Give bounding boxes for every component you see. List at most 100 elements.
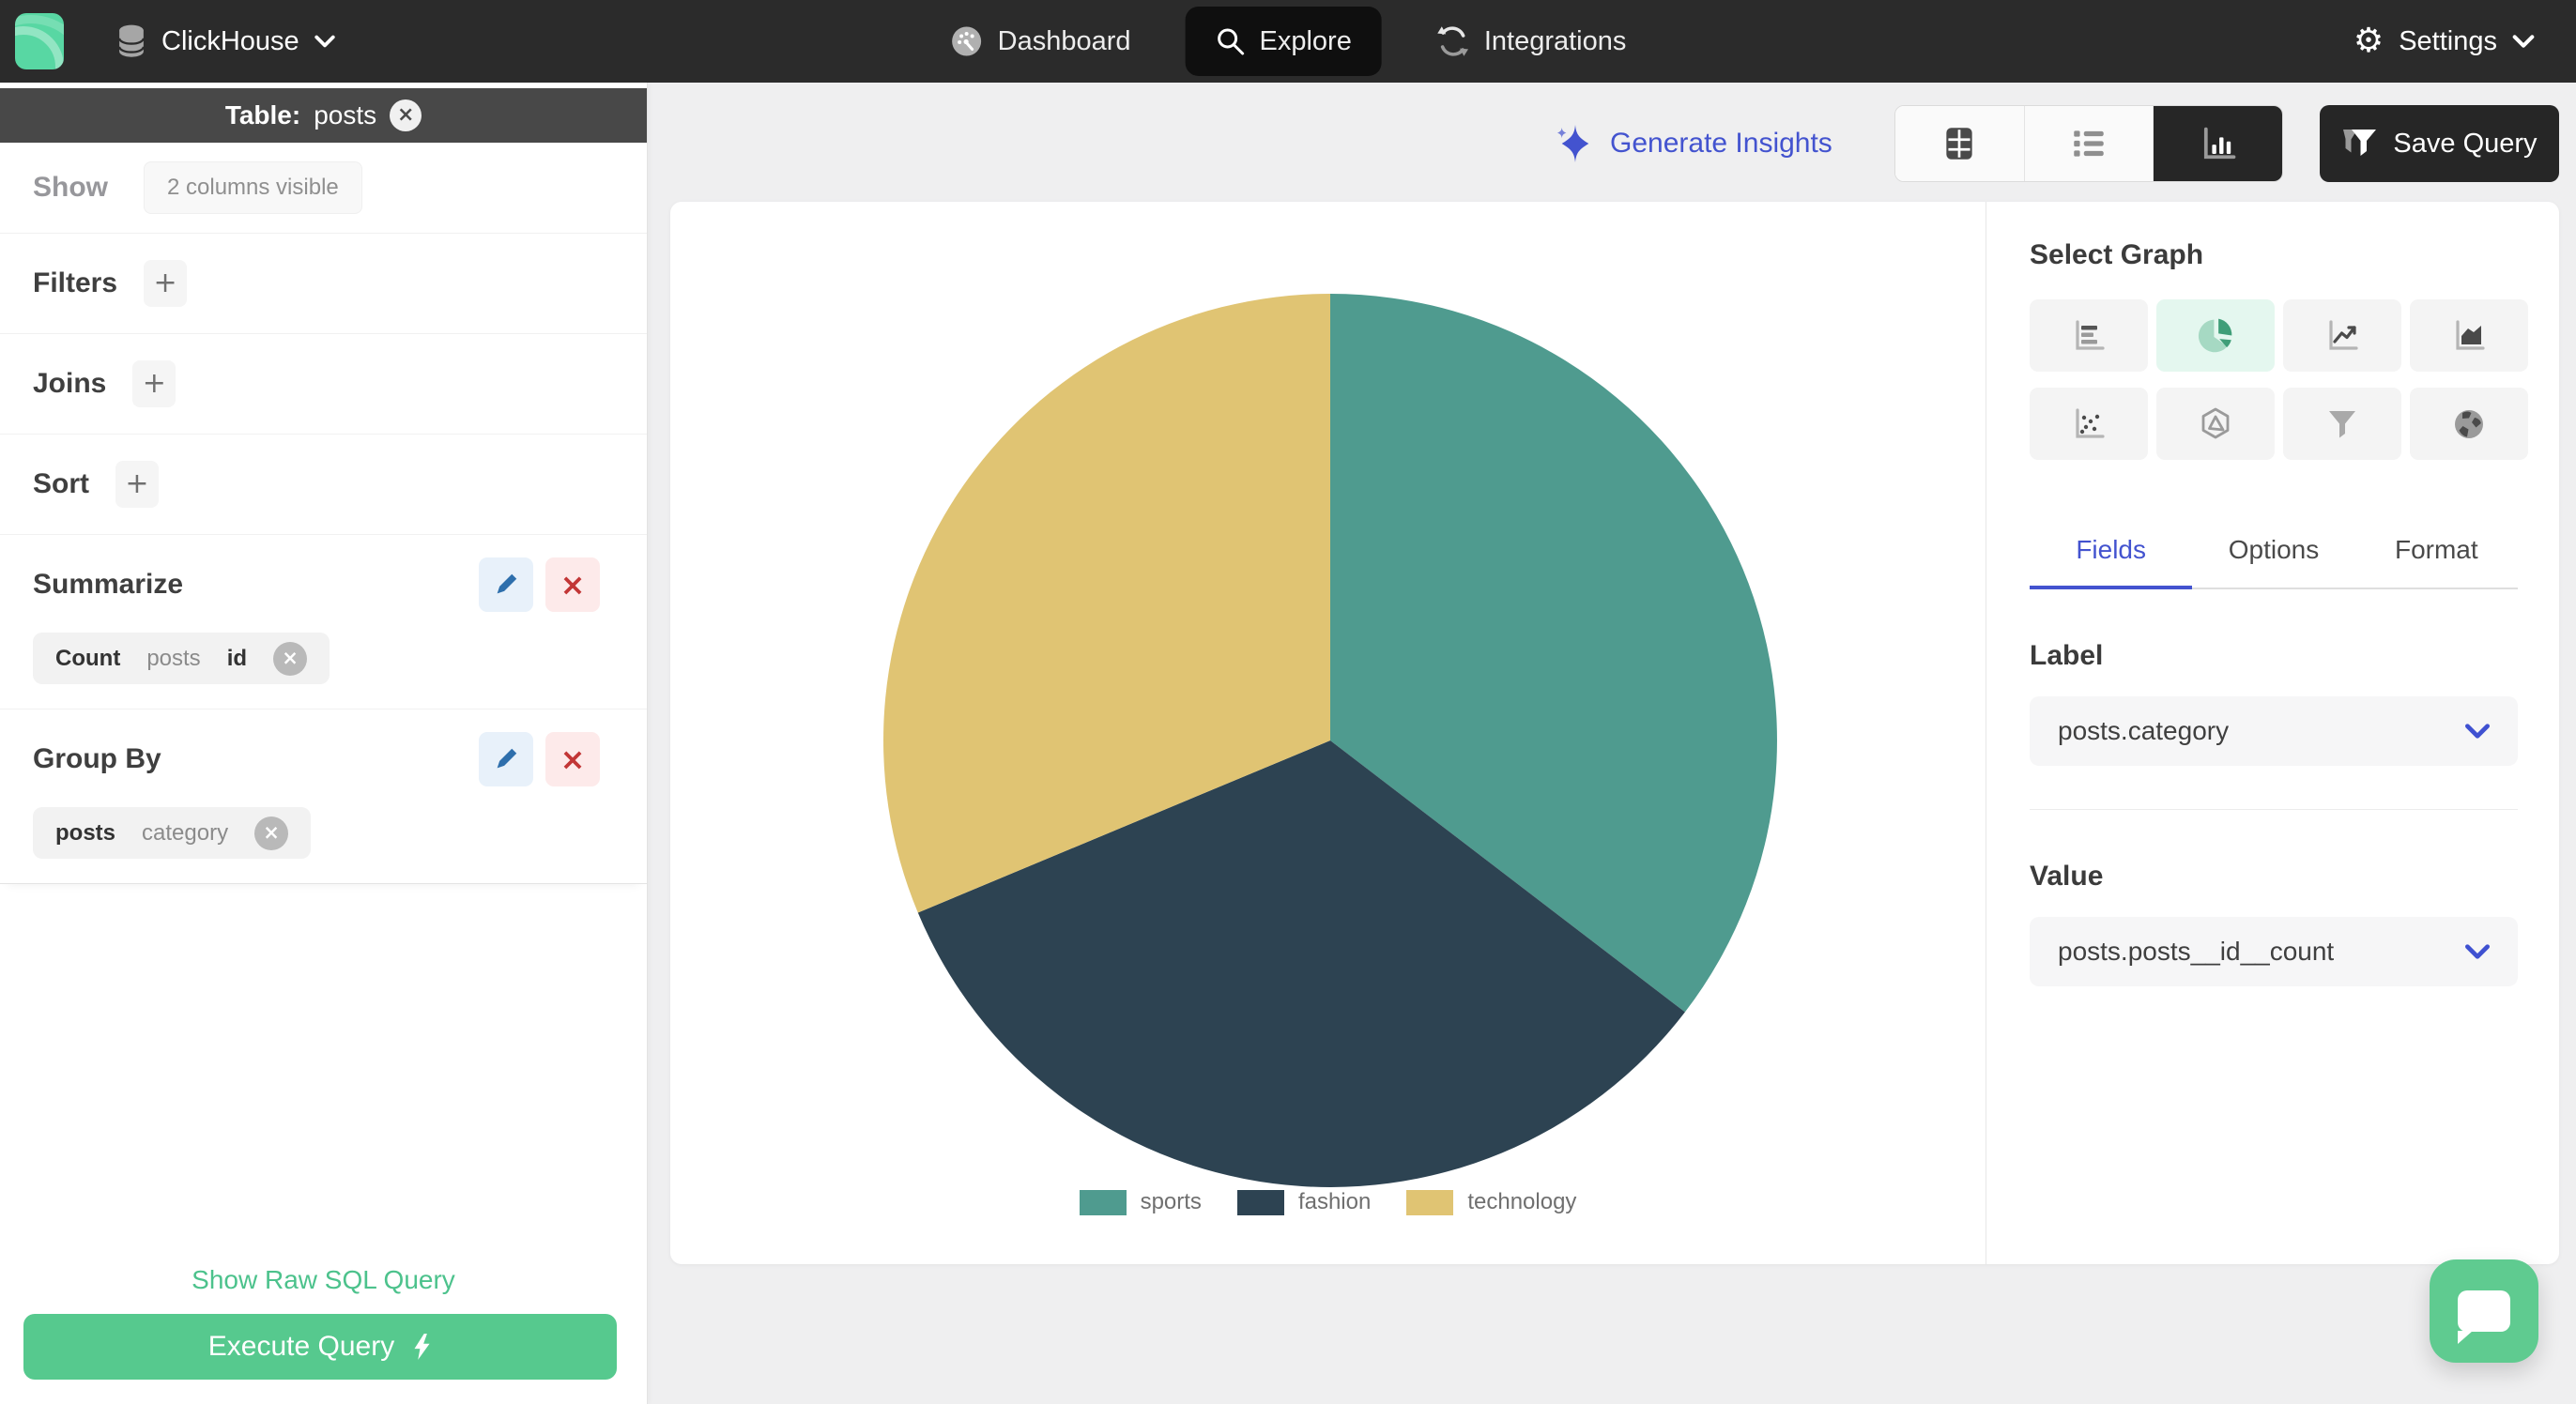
group-by-chip: posts category × — [33, 807, 312, 859]
add-sort-button[interactable]: + — [115, 461, 159, 508]
database-icon — [116, 24, 146, 58]
label-select[interactable]: posts.category — [2030, 696, 2518, 766]
nav-explore-label: Explore — [1259, 25, 1352, 56]
add-join-button[interactable]: + — [132, 360, 176, 407]
list-view-icon — [2069, 124, 2108, 163]
chat-bubble-icon — [2458, 1290, 2510, 1344]
nav-explore[interactable]: Explore — [1185, 7, 1382, 76]
show-raw-sql-link[interactable]: Show Raw SQL Query — [192, 1265, 455, 1294]
top-navbar: ClickHouse Dashboard Explore Integration… — [0, 0, 2576, 83]
chart-area: sports fashion technology — [670, 202, 1986, 1264]
chevron-down-icon — [314, 35, 335, 48]
value-select[interactable]: posts.posts__id__count — [2030, 917, 2518, 986]
graph-settings-panel: Select Graph — [1986, 202, 2559, 1264]
add-filter-button[interactable]: + — [144, 260, 188, 307]
save-filter-icon — [2341, 127, 2379, 160]
pie-slice-technology[interactable] — [883, 294, 1330, 913]
remove-group-by-icon[interactable]: × — [254, 816, 289, 850]
pie-slice-sports[interactable] — [1330, 294, 1777, 1013]
legend-swatch — [1236, 1189, 1284, 1215]
table-view-icon — [1940, 124, 1979, 163]
graph-type-line-button[interactable] — [2283, 299, 2401, 372]
graph-type-map-button[interactable] — [2410, 388, 2528, 460]
execute-query-button[interactable]: Execute Query — [23, 1314, 617, 1380]
legend-label: sports — [1140, 1189, 1202, 1214]
query-builder-sidebar: Table: posts × Show 2 columns visible Fi… — [0, 83, 648, 1404]
columns-visible-badge[interactable]: 2 columns visible — [144, 161, 362, 214]
joins-section: Joins + — [0, 334, 647, 435]
nav-dashboard[interactable]: Dashboard — [950, 24, 1131, 58]
settings-label: Settings — [2399, 25, 2497, 56]
gear-icon: ⚙ — [2353, 22, 2384, 60]
show-section: Show 2 columns visible — [0, 143, 647, 234]
delete-summarize-button[interactable]: × — [545, 557, 600, 612]
pie-slice-fashion[interactable] — [917, 740, 1685, 1187]
sort-label: Sort — [33, 468, 89, 499]
sync-icon — [1436, 24, 1470, 58]
funnel-chart-icon — [2323, 405, 2361, 443]
remove-table-icon[interactable]: × — [390, 99, 422, 131]
table-header-bar: Table: posts × — [0, 88, 647, 143]
legend-label: technology — [1467, 1189, 1577, 1214]
globe-icon — [2450, 405, 2488, 443]
bar-chart-view-icon — [2198, 123, 2239, 164]
graph-type-area-button[interactable] — [2410, 299, 2528, 372]
edit-summarize-button[interactable] — [479, 557, 533, 612]
graph-type-scatter-button[interactable] — [2030, 388, 2148, 460]
pencil-icon — [492, 745, 520, 773]
field-divider — [2030, 809, 2518, 810]
tab-options[interactable]: Options — [2228, 535, 2320, 564]
view-table-button[interactable] — [1895, 106, 2025, 181]
legend-swatch — [1406, 1189, 1454, 1215]
pencil-icon — [492, 571, 520, 599]
value-select-value: posts.posts__id__count — [2058, 937, 2335, 966]
edit-group-by-button[interactable] — [479, 732, 533, 786]
navbar-menu: Dashboard Explore Integrations — [950, 0, 1627, 83]
chat-widget-button[interactable] — [2430, 1259, 2538, 1363]
graph-type-horizontal-bar-button[interactable] — [2030, 299, 2148, 372]
database-selector[interactable]: ClickHouse — [116, 24, 335, 58]
group-by-label: Group By — [33, 743, 161, 774]
graph-type-funnel-button[interactable] — [2283, 388, 2401, 460]
search-icon — [1216, 26, 1246, 56]
settings-menu[interactable]: ⚙ Settings — [2354, 24, 2535, 58]
value-heading: Value — [2030, 861, 2104, 892]
navbar-left: ClickHouse — [15, 13, 335, 69]
label-select-value: posts.category — [2058, 716, 2230, 745]
scatter-plot-icon — [2070, 405, 2108, 443]
filters-label: Filters — [33, 267, 118, 298]
graph-type-pie-button[interactable] — [2156, 299, 2275, 372]
area-chart-icon — [2450, 317, 2488, 355]
legend-item-sports[interactable]: sports — [1079, 1189, 1202, 1215]
pie-chart-icon — [2196, 316, 2235, 356]
view-list-button[interactable] — [2024, 106, 2154, 181]
nav-integrations[interactable]: Integrations — [1436, 24, 1627, 58]
legend-item-technology[interactable]: technology — [1406, 1189, 1576, 1215]
app-logo[interactable] — [15, 13, 64, 69]
legend-item-fashion[interactable]: fashion — [1236, 1189, 1371, 1215]
generate-insights-button[interactable]: Generate Insights — [1556, 105, 1832, 182]
sparkle-icon — [1556, 124, 1595, 163]
nav-integrations-label: Integrations — [1483, 25, 1627, 56]
tab-format[interactable]: Format — [2394, 535, 2478, 564]
chevron-down-icon — [2512, 35, 2535, 48]
remove-summarize-icon[interactable]: × — [273, 641, 308, 676]
sort-section: Sort + — [0, 435, 647, 535]
line-chart-icon — [2323, 317, 2361, 355]
label-field-block: Label posts.category — [2030, 640, 2518, 766]
save-query-button[interactable]: Save Query — [2320, 105, 2559, 182]
tab-fields[interactable]: Fields — [2030, 535, 2193, 589]
pie-chart — [883, 294, 1777, 1187]
summarize-section: Summarize × Count posts id × — [0, 535, 647, 710]
graph-type-grid — [2030, 299, 2528, 460]
gauge-icon — [950, 24, 984, 58]
label-heading: Label — [2030, 640, 2104, 671]
filters-section: Filters + — [0, 234, 647, 334]
graph-type-radar-button[interactable] — [2156, 388, 2275, 460]
view-chart-button[interactable] — [2154, 106, 2282, 181]
lightning-icon — [411, 1333, 432, 1361]
save-query-label: Save Query — [2393, 128, 2538, 159]
delete-group-by-button[interactable]: × — [545, 732, 600, 786]
summarize-chip: Count posts id × — [33, 633, 330, 684]
value-field-block: Value posts.posts__id__count — [2030, 861, 2518, 986]
